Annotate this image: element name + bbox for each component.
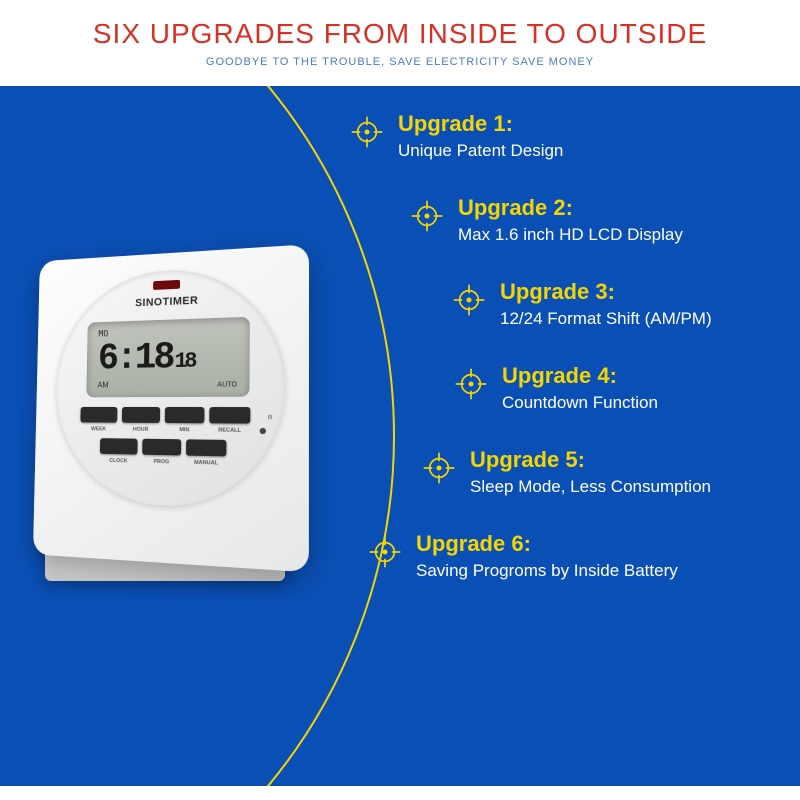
upgrade-1: Upgrade 1: Unique Patent Design xyxy=(350,111,770,161)
upgrade-4-desc: Countdown Function xyxy=(502,393,770,413)
prog-button xyxy=(142,439,181,456)
hour-label: HOUR xyxy=(122,427,160,433)
target-icon xyxy=(350,115,384,149)
label-row-2: CLOCK PROG MANUAL xyxy=(100,458,256,468)
upgrade-1-desc: Unique Patent Design xyxy=(398,141,770,161)
hour-button xyxy=(122,407,160,423)
target-icon xyxy=(410,199,444,233)
upgrade-1-title: Upgrade 1: xyxy=(398,111,770,137)
week-button xyxy=(80,407,117,423)
content-area: SINOTIMER MO 6:18 18 AM AUTO xyxy=(0,86,800,786)
reset-button xyxy=(260,428,266,434)
upgrade-4: Upgrade 4: Countdown Function xyxy=(454,363,770,413)
target-icon xyxy=(422,451,456,485)
lcd-mode: AUTO xyxy=(217,381,237,388)
lcd-ampm: AM xyxy=(97,381,108,390)
upgrade-2: Upgrade 2: Max 1.6 inch HD LCD Display xyxy=(410,195,770,245)
led-indicator xyxy=(153,280,180,290)
upgrade-5: Upgrade 5: Sleep Mode, Less Consumption xyxy=(422,447,770,497)
lcd-time-sec: 18 xyxy=(174,351,194,373)
min-button xyxy=(165,407,205,423)
upgrade-3-desc: 12/24 Format Shift (AM/PM) xyxy=(500,309,770,329)
lcd-display: MO 6:18 18 AM AUTO xyxy=(86,317,250,398)
upgrade-5-title: Upgrade 5: xyxy=(470,447,770,473)
prog-label: PROG xyxy=(142,459,181,466)
button-row-1 xyxy=(80,407,255,424)
upgrade-2-desc: Max 1.6 inch HD LCD Display xyxy=(458,225,770,245)
upgrade-3-title: Upgrade 3: xyxy=(500,279,770,305)
main-title: SIX UPGRADES FROM INSIDE TO OUTSIDE xyxy=(0,18,800,50)
target-icon xyxy=(368,535,402,569)
upgrade-2-title: Upgrade 2: xyxy=(458,195,770,221)
upgrade-6-title: Upgrade 6: xyxy=(416,531,770,557)
reset-label: R xyxy=(268,415,273,421)
lcd-time: 6:18 18 xyxy=(98,337,238,377)
button-panel: WEEK HOUR MIN RECALL CLOCK PROG MANUAL xyxy=(79,407,255,474)
target-icon xyxy=(454,367,488,401)
clock-button xyxy=(100,438,138,454)
device-face: SINOTIMER MO 6:18 18 AM AUTO xyxy=(54,264,286,511)
manual-label: MANUAL xyxy=(186,460,226,467)
recall-button xyxy=(209,407,250,424)
header: SIX UPGRADES FROM INSIDE TO OUTSIDE GOOD… xyxy=(0,0,800,86)
button-row-2 xyxy=(100,438,256,457)
timer-device: SINOTIMER MO 6:18 18 AM AUTO xyxy=(15,221,315,581)
upgrades-list: Upgrade 1: Unique Patent Design Upgrade … xyxy=(350,111,770,615)
upgrade-3: Upgrade 3: 12/24 Format Shift (AM/PM) xyxy=(452,279,770,329)
upgrade-6: Upgrade 6: Saving Progroms by Inside Bat… xyxy=(368,531,770,581)
subtitle: GOODBYE TO THE TROUBLE, SAVE ELECTRICITY… xyxy=(0,56,800,68)
week-label: WEEK xyxy=(80,426,117,432)
min-label: MIN xyxy=(165,427,205,433)
recall-label: RECALL xyxy=(209,427,250,434)
upgrade-5-desc: Sleep Mode, Less Consumption xyxy=(470,477,770,497)
clock-label: CLOCK xyxy=(100,458,138,465)
label-row-1: WEEK HOUR MIN RECALL xyxy=(80,426,255,434)
upgrade-4-title: Upgrade 4: xyxy=(502,363,770,389)
manual-button xyxy=(186,439,226,456)
device-body: SINOTIMER MO 6:18 18 AM AUTO xyxy=(33,244,309,572)
brand-label: SINOTIMER xyxy=(58,291,286,313)
upgrade-6-desc: Saving Progroms by Inside Battery xyxy=(416,561,770,581)
target-icon xyxy=(452,283,486,317)
lcd-time-main: 6:18 xyxy=(98,339,173,378)
